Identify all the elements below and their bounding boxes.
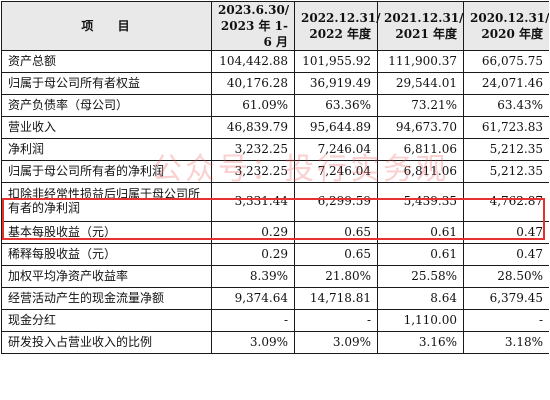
table-row-highlighted: 扣除非经常性损益后归属于母公司所有者的净利润 3,331.44 6,299.59… (1, 182, 549, 222)
row-label: 经营活动产生的现金流量净额 (1, 287, 212, 310)
table-row: 稀释每股收益（元） 0.29 0.65 0.61 0.47 (1, 243, 549, 266)
header-item: 项 目 (1, 1, 212, 51)
cell-value: 95,644.89 (294, 116, 378, 139)
cell-value: 63.36% (294, 94, 378, 117)
table-row: 研发投入占营业收入的比例 3.09% 3.09% 3.16% 3.18% (1, 331, 549, 354)
row-label: 现金分红 (1, 309, 212, 332)
row-label: 扣除非经常性损益后归属于母公司所有者的净利润 (1, 182, 212, 222)
header-2023h1-line2: 2023 年 1-6 月 (220, 19, 288, 49)
row-label: 净利润 (1, 138, 212, 161)
table-header-row: 项 目 2023.6.30/ 2023 年 1-6 月 2022.12.31/ … (1, 1, 549, 51)
cell-value: 7,246.04 (294, 160, 378, 183)
header-2022-line2: 2022 年度 (309, 27, 371, 41)
table-row: 净利润 3,232.25 7,246.04 6,811.06 5,212.35 (1, 138, 549, 161)
row-label: 资产负债率（母公司） (1, 94, 212, 117)
cell-value: 0.29 (211, 221, 295, 244)
cell-value: 0.47 (463, 221, 549, 244)
cell-value: 73.21% (377, 94, 464, 117)
cell-value: 5,212.35 (463, 160, 549, 183)
financial-summary-table: 项 目 2023.6.30/ 2023 年 1-6 月 2022.12.31/ … (1, 1, 549, 354)
row-label: 稀释每股收益（元） (1, 243, 212, 266)
cell-value: 63.43% (463, 94, 549, 117)
cell-value: 9,374.64 (211, 287, 295, 310)
cell-value: 94,673.70 (377, 116, 464, 139)
header-2021-line1: 2021.12.31/ (384, 11, 464, 25)
cell-value: 0.47 (463, 243, 549, 266)
header-2022: 2022.12.31/ 2022 年度 (294, 1, 381, 51)
cell-value: 36,919.49 (294, 72, 378, 95)
cell-value: 24,071.46 (463, 72, 549, 95)
cell-value: 0.61 (377, 243, 464, 266)
cell-value: 46,839.79 (211, 116, 295, 139)
row-label: 归属于母公司所有者权益 (1, 72, 212, 95)
cell-value: 14,718.81 (294, 287, 378, 310)
header-2021: 2021.12.31/ 2021 年度 (377, 1, 464, 51)
cell-value: 25.58% (377, 265, 464, 288)
row-label: 资产总额 (1, 50, 212, 73)
cell-value: 3.16% (377, 331, 464, 354)
cell-value: 6,379.45 (463, 287, 549, 310)
cell-value: - (463, 309, 549, 332)
cell-value: 0.29 (211, 243, 295, 266)
header-2023h1-line1: 2023.6.30/ (218, 3, 290, 17)
cell-value: 8.64 (377, 287, 464, 310)
cell-value: 0.61 (377, 221, 464, 244)
cell-value: 6,299.59 (294, 182, 378, 222)
cell-value: 28.50% (463, 265, 549, 288)
cell-value: 5,439.35 (377, 182, 464, 222)
cell-value: 8.39% (211, 265, 295, 288)
row-label: 基本每股收益（元） (1, 221, 212, 244)
cell-value: 3,232.25 (211, 138, 295, 161)
cell-value: 1,110.00 (377, 309, 464, 332)
table-row: 营业收入 46,839.79 95,644.89 94,673.70 61,72… (1, 116, 549, 139)
cell-value: 40,176.28 (211, 72, 295, 95)
cell-value: - (211, 309, 295, 332)
table-row: 加权平均净资产收益率 8.39% 21.80% 25.58% 28.50% (1, 265, 549, 288)
table-row: 资产负债率（母公司） 61.09% 63.36% 73.21% 63.43% (1, 94, 549, 117)
cell-value: 104,442.88 (211, 50, 295, 73)
cell-value: 6,811.06 (377, 138, 464, 161)
cell-value: 5,212.35 (463, 138, 549, 161)
cell-value: 66,075.75 (463, 50, 549, 73)
cell-value: 3.09% (211, 331, 295, 354)
row-label: 归属于母公司所有者的净利润 (1, 160, 212, 183)
header-2023h1: 2023.6.30/ 2023 年 1-6 月 (211, 1, 295, 51)
table-row: 资产总额 104,442.88 101,955.92 111,900.37 66… (1, 50, 549, 73)
cell-value: 0.65 (294, 243, 378, 266)
cell-value: 111,900.37 (377, 50, 464, 73)
cell-value: 7,246.04 (294, 138, 378, 161)
row-label: 加权平均净资产收益率 (1, 265, 212, 288)
cell-value: - (294, 309, 378, 332)
table-row: 基本每股收益（元） 0.29 0.65 0.61 0.47 (1, 221, 549, 244)
header-2021-line2: 2021 年度 (395, 27, 457, 41)
cell-value: 61.09% (211, 94, 295, 117)
table-row: 归属于母公司所有者的净利润 3,232.25 7,246.04 6,811.06… (1, 160, 549, 183)
cell-value: 3,232.25 (211, 160, 295, 183)
header-2020: 2020.12.31/ 2020 年度 (463, 1, 549, 51)
cell-value: 0.65 (294, 221, 378, 244)
header-2022-line1: 2022.12.31/ (301, 11, 381, 25)
cell-value: 101,955.92 (294, 50, 378, 73)
table-row: 归属于母公司所有者权益 40,176.28 36,919.49 29,544.0… (1, 72, 549, 95)
header-2020-line2: 2020 年度 (481, 27, 543, 41)
cell-value: 29,544.01 (377, 72, 464, 95)
row-label: 营业收入 (1, 116, 212, 139)
cell-value: 4,762.87 (463, 182, 549, 222)
cell-value: 3,331.44 (211, 182, 295, 222)
table-row: 现金分红 - - 1,110.00 - (1, 309, 549, 332)
row-label: 研发投入占营业收入的比例 (1, 331, 212, 354)
cell-value: 61,723.83 (463, 116, 549, 139)
table-row: 经营活动产生的现金流量净额 9,374.64 14,718.81 8.64 6,… (1, 287, 549, 310)
cell-value: 3.09% (294, 331, 378, 354)
cell-value: 3.18% (463, 331, 549, 354)
cell-value: 6,811.06 (377, 160, 464, 183)
cell-value: 21.80% (294, 265, 378, 288)
header-2020-line1: 2020.12.31/ (470, 11, 549, 25)
